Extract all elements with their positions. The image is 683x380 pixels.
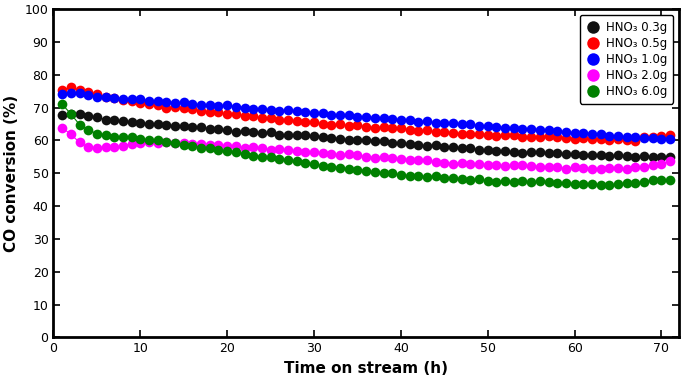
HNO₃ 6.0g [605,182,613,187]
HNO₃ 2.0g [353,153,361,157]
HNO₃ 0.5g [58,87,66,92]
HNO₃ 1.0g [58,92,66,97]
HNO₃ 0.5g [67,85,75,90]
Line: HNO₃ 0.5g: HNO₃ 0.5g [57,82,675,146]
HNO₃ 0.3g [432,142,440,147]
HNO₃ 2.0g [518,163,527,168]
HNO₃ 0.5g [362,125,370,129]
HNO₃ 0.3g [154,122,162,126]
HNO₃ 0.5g [649,135,657,139]
HNO₃ 0.5g [154,103,162,108]
HNO₃ 1.0g [640,136,648,140]
X-axis label: Time on stream (h): Time on stream (h) [284,361,448,376]
HNO₃ 2.0g [58,125,66,130]
Legend: HNO₃ 0.3g, HNO₃ 0.5g, HNO₃ 1.0g, HNO₃ 2.0g, HNO₃ 6.0g: HNO₃ 0.3g, HNO₃ 0.5g, HNO₃ 1.0g, HNO₃ 2.… [580,15,673,104]
HNO₃ 1.0g [240,105,249,110]
HNO₃ 0.3g [362,138,370,142]
HNO₃ 6.0g [518,179,527,184]
HNO₃ 1.0g [432,120,440,125]
HNO₃ 2.0g [666,159,674,163]
HNO₃ 6.0g [423,174,431,179]
HNO₃ 0.3g [84,114,92,118]
HNO₃ 6.0g [75,122,83,127]
HNO₃ 2.0g [623,167,631,172]
HNO₃ 1.0g [67,90,75,95]
Y-axis label: CO conversion (%): CO conversion (%) [4,95,19,252]
HNO₃ 1.0g [527,127,535,131]
HNO₃ 1.0g [666,137,674,142]
HNO₃ 6.0g [353,168,361,172]
HNO₃ 6.0g [232,150,240,154]
HNO₃ 6.0g [666,178,674,182]
HNO₃ 0.5g [614,137,622,142]
HNO₃ 2.0g [640,165,648,169]
HNO₃ 0.3g [666,155,674,160]
HNO₃ 0.5g [666,133,674,138]
Line: HNO₃ 2.0g: HNO₃ 2.0g [57,123,675,174]
HNO₃ 1.0g [362,115,370,119]
HNO₃ 6.0g [58,102,66,106]
HNO₃ 2.0g [232,144,240,149]
HNO₃ 0.3g [640,154,648,158]
HNO₃ 0.5g [631,138,639,143]
Line: HNO₃ 6.0g: HNO₃ 6.0g [57,99,675,190]
HNO₃ 0.3g [649,155,657,160]
HNO₃ 0.5g [84,89,92,94]
Line: HNO₃ 1.0g: HNO₃ 1.0g [57,88,675,144]
HNO₃ 0.3g [614,153,622,158]
HNO₃ 6.0g [640,180,648,184]
HNO₃ 2.0g [423,158,431,163]
HNO₃ 2.0g [75,140,83,144]
HNO₃ 0.5g [432,130,440,135]
Line: HNO₃ 0.3g: HNO₃ 0.3g [57,109,675,162]
HNO₃ 0.3g [58,113,66,117]
HNO₃ 1.0g [84,92,92,97]
HNO₃ 0.3g [67,112,75,116]
